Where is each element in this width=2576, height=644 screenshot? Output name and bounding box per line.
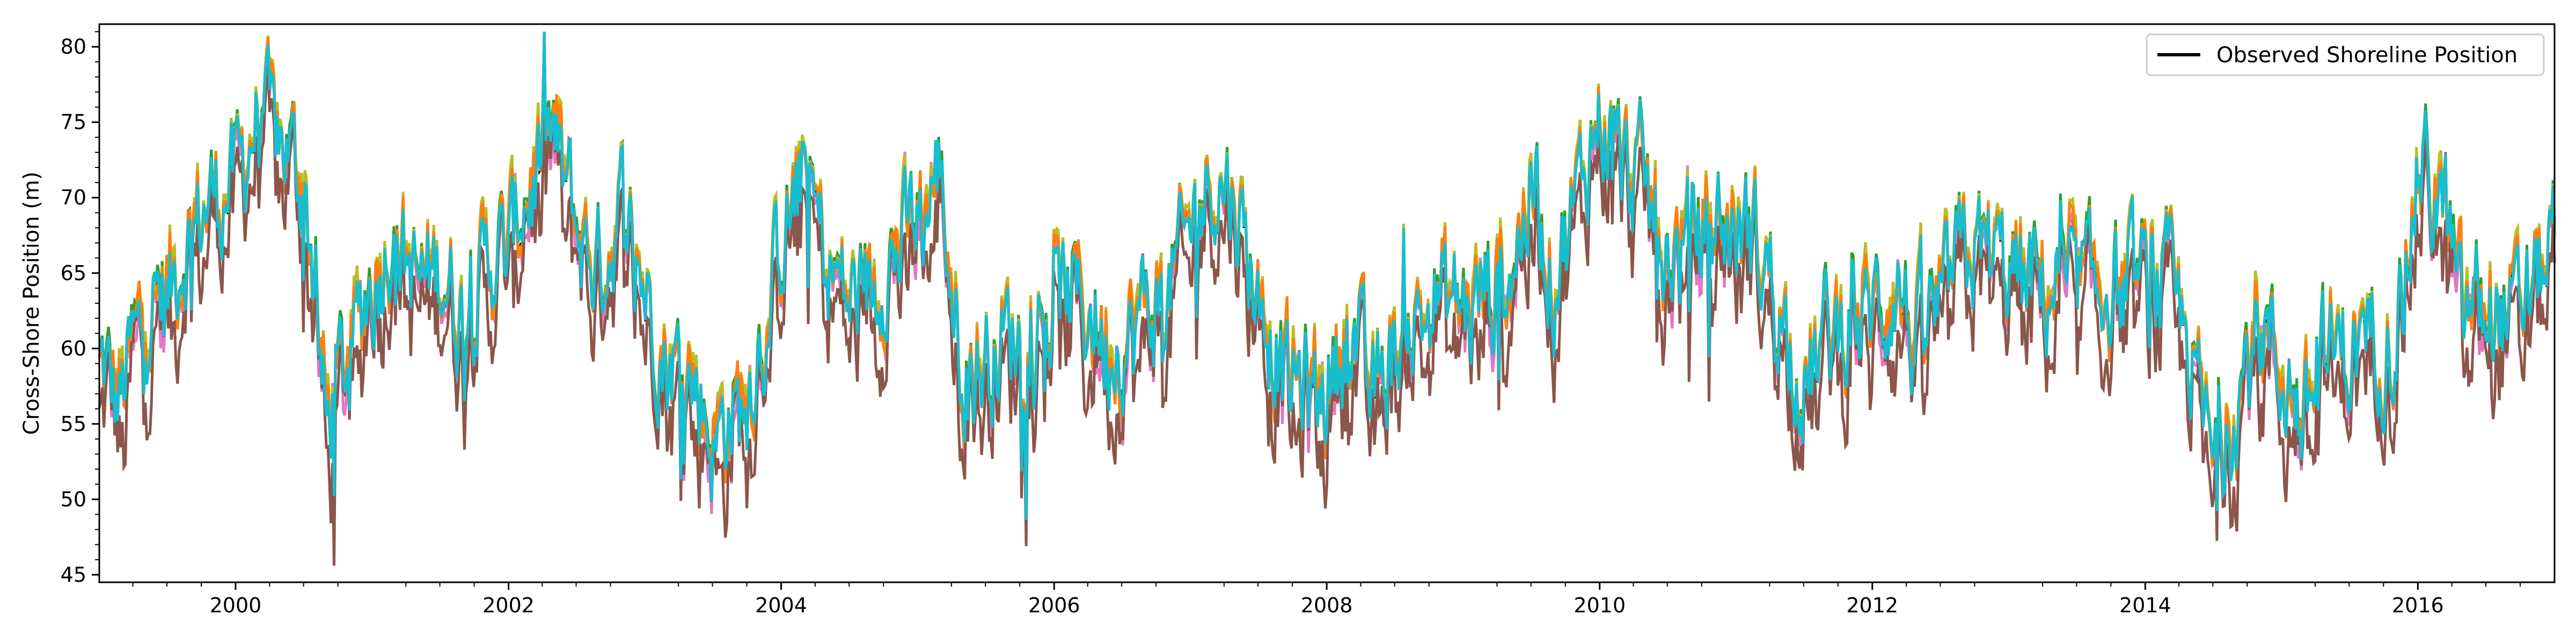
y-axis: 45 50 55 60 65 70 75 80 — [61, 31, 99, 587]
x-tick-label: 2002 — [482, 594, 535, 617]
y-tick-label: 50 — [61, 487, 86, 511]
x-tick-label: 2012 — [1846, 594, 1898, 617]
x-axis: 2000 2002 2004 2006 2008 2010 2012 2014 2016 — [132, 582, 2521, 617]
y-tick-label: 75 — [61, 111, 86, 134]
y-tick-label: 60 — [61, 336, 86, 360]
y-tick-label: 65 — [61, 261, 86, 285]
series-line-7 — [98, 32, 2556, 520]
x-tick-label: 2014 — [2119, 594, 2171, 617]
x-tick-label: 2010 — [1574, 594, 1626, 617]
y-tick-label: 55 — [61, 412, 86, 436]
legend-label-observed: Observed Shoreline Position — [2216, 43, 2518, 68]
x-tick-label: 2008 — [1301, 594, 1353, 617]
x-tick-label: 2016 — [2392, 594, 2444, 617]
y-tick-label: 45 — [61, 563, 86, 587]
y-tick-label: 70 — [61, 186, 86, 209]
legend: Observed Shoreline Position — [2146, 33, 2545, 76]
y-axis-label: Cross-Shore Position (m) — [19, 172, 44, 435]
series-layer — [98, 32, 2556, 566]
x-tick-label: 2000 — [210, 594, 262, 617]
x-tick-label: 2006 — [1028, 594, 1080, 617]
legend-box — [2146, 33, 2545, 76]
y-tick-label: 80 — [61, 35, 86, 58]
x-tick-label: 2004 — [755, 594, 807, 617]
